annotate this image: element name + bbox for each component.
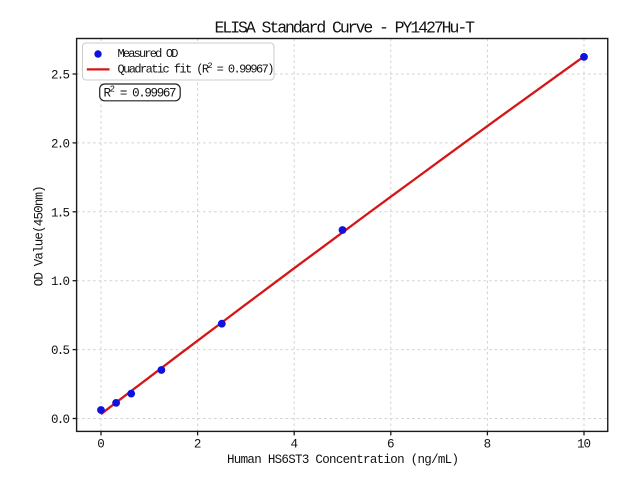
svg-text:0: 0 (97, 438, 105, 452)
svg-text:10: 10 (577, 438, 591, 452)
svg-text:1.5: 1.5 (51, 206, 70, 220)
svg-text:1.0: 1.0 (51, 275, 70, 289)
svg-text:0.0: 0.0 (51, 413, 70, 427)
svg-text:6: 6 (387, 438, 395, 452)
svg-text:OD Value(450nm): OD Value(450nm) (33, 185, 47, 286)
svg-text:8: 8 (484, 438, 492, 452)
svg-text:ELISA Standard Curve - PY1427H: ELISA Standard Curve - PY1427Hu-T (215, 18, 476, 37)
svg-text:2.0: 2.0 (51, 137, 70, 151)
svg-text:2.5: 2.5 (51, 69, 70, 83)
svg-text:Measured OD: Measured OD (118, 47, 179, 61)
svg-text:0.5: 0.5 (51, 344, 70, 358)
svg-text:Quadratic fit (R2 = 0.99967): Quadratic fit (R2 = 0.99967) (118, 61, 275, 77)
svg-text:2: 2 (194, 438, 202, 452)
svg-text:4: 4 (290, 438, 298, 452)
svg-text:Human HS6ST3 Concentration (ng: Human HS6ST3 Concentration (ng/mL) (227, 453, 459, 467)
svg-text:R2 = 0.99967: R2 = 0.99967 (104, 84, 177, 100)
